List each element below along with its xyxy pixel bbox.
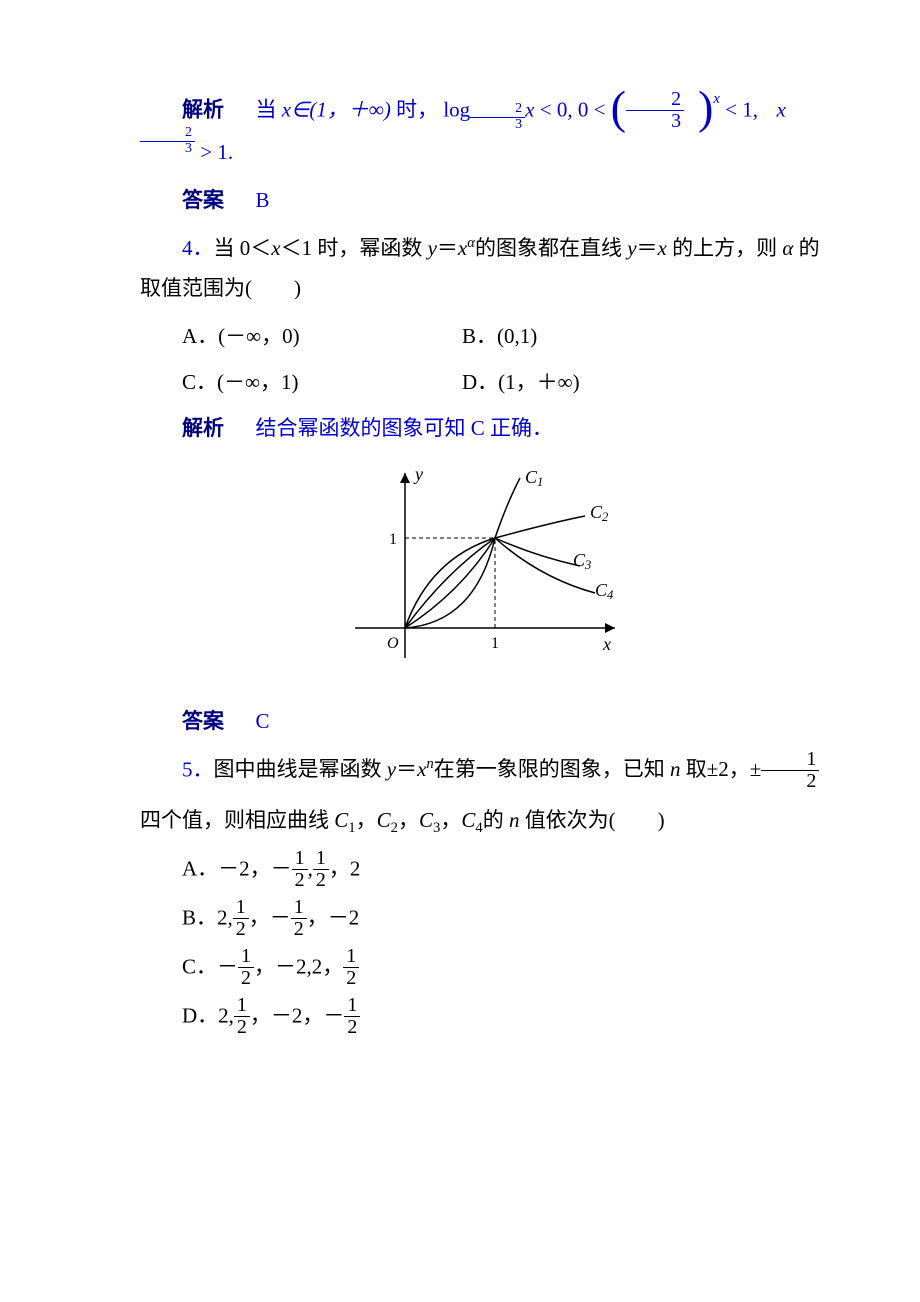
q4-option-a: A．(－∞，0): [182, 317, 462, 357]
q3-answer: 答案 B: [140, 181, 830, 221]
svg-text:1: 1: [491, 635, 499, 652]
text: < 0,: [540, 97, 573, 121]
answer-label: 答案: [182, 188, 224, 212]
q5-stem: 5．图中曲线是幂函数 y＝xn在第一象限的图象，已知 n 取±2，±12: [140, 750, 830, 793]
text: 当: [256, 97, 282, 121]
q4-answer: 答案 C: [140, 702, 830, 742]
svg-text:x: x: [602, 634, 611, 654]
left-paren: (: [611, 82, 626, 133]
right-paren: ): [698, 82, 713, 133]
svg-text:O: O: [387, 635, 399, 652]
q4-option-b: B．(0,1): [462, 317, 830, 357]
question-number: 4．: [182, 236, 214, 260]
q4-option-d: D．(1，＋∞): [462, 363, 830, 403]
math-x: x: [525, 97, 534, 121]
q4-option-c: C．(－∞，1): [182, 363, 462, 403]
text: 时，: [396, 97, 438, 121]
figure-svg: Ox y 1 1 C1 C2 C3C4: [335, 458, 635, 678]
q5-option-a: A．－2，－12,12，2: [140, 849, 830, 892]
question-number: 5．: [182, 757, 214, 781]
svg-text:C3: C3: [573, 550, 591, 572]
answer-value: B: [256, 188, 270, 212]
q5-stem-2: 四个值，则相应曲线 C1，C2，C3，C4的 n 值依次为( ): [140, 801, 830, 841]
q5-option-d: D．2,12，－2，－12: [140, 996, 830, 1039]
power-function-figure: Ox y 1 1 C1 C2 C3C4: [140, 458, 830, 692]
text: [229, 97, 250, 121]
q4-options-row2: C．(－∞，1) D．(1，＋∞): [140, 363, 830, 403]
svg-text:C1: C1: [525, 467, 543, 489]
analysis-label: 解析: [182, 416, 224, 440]
math-x: x: [777, 97, 786, 121]
answer-value: C: [256, 709, 270, 733]
math-log: log: [443, 97, 470, 121]
answer-label: 答案: [182, 709, 224, 733]
q4-analysis: 解析 结合幂函数的图象可知 C 正确．: [140, 409, 830, 449]
q4-stem: 4．当 0＜x＜1 时，幂函数 y＝xα的图象都在直线 y＝x 的上方，则 α …: [140, 229, 830, 309]
analysis-text: 结合幂函数的图象可知 C 正确．: [256, 416, 554, 440]
math-x-range: x∈(1，＋∞): [282, 97, 391, 121]
svg-text:y: y: [413, 464, 423, 484]
text: > 1.: [200, 140, 233, 164]
svg-text:C4: C4: [595, 580, 614, 602]
analysis-label: 解析: [182, 97, 224, 121]
q3-analysis: 解析 当 x∈(1，＋∞) 时， log23x < 0, 0 < (23)x <…: [140, 90, 830, 173]
text: 0 <: [578, 97, 611, 121]
q5-option-b: B．2,12，－12，－2: [140, 898, 830, 941]
svg-text:1: 1: [389, 531, 397, 548]
q5-option-c: C．－12，－2,2，12: [140, 947, 830, 990]
page-content: 解析 当 x∈(1，＋∞) 时， log23x < 0, 0 < (23)x <…: [0, 0, 920, 1085]
text: < 1,: [725, 97, 758, 121]
q4-options-row1: A．(－∞，0) B．(0,1): [140, 317, 830, 357]
svg-text:C2: C2: [590, 502, 609, 524]
